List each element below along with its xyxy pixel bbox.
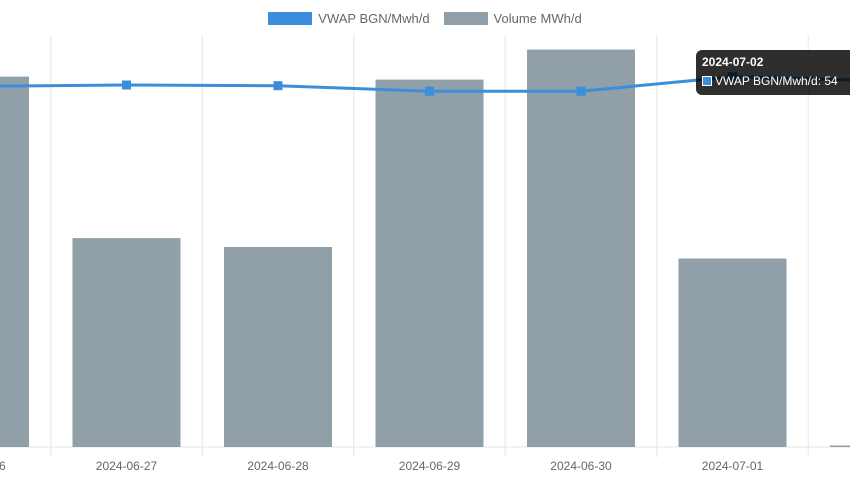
legend-swatch-volume [443, 11, 488, 25]
tooltip-title: 2024-07-02 [702, 55, 764, 69]
x-tick-label: 2024-06-28 [247, 459, 309, 473]
legend-label-vwap: VWAP BGN/Mwh/d [318, 10, 430, 26]
tooltip-swatch [702, 76, 712, 86]
x-tick-label: 2024-06-27 [96, 459, 158, 473]
volume-bar [375, 79, 484, 447]
vwap-point [425, 86, 434, 96]
vwap-point [576, 86, 586, 96]
tooltip-label: VWAP BGN/Mwh/d: 54 [715, 74, 838, 88]
vwap-point [122, 80, 131, 90]
chart-tooltip: 2024-07-02 VWAP BGN/Mwh/d: 54 [696, 50, 850, 95]
x-tick-label: 2024-06-30 [550, 459, 612, 473]
volume-bar [224, 247, 332, 447]
x-tick-label: 2024-07-01 [702, 459, 764, 473]
chart-legend: VWAP BGN/Mwh/d Volume MWh/d [0, 8, 850, 28]
volume-bar [678, 258, 787, 447]
x-tick-label: 2024-06-26 [0, 459, 6, 473]
volume-bar [0, 76, 29, 447]
legend-item-vwap[interactable]: VWAP BGN/Mwh/d [268, 10, 430, 26]
vwap-point [273, 81, 283, 91]
legend-swatch-vwap [268, 11, 313, 25]
legend-item-volume[interactable]: Volume MWh/d [443, 10, 582, 26]
volume-bar [830, 445, 850, 447]
x-tick-label: 2024-06-29 [399, 459, 461, 473]
tooltip-row: VWAP BGN/Mwh/d: 54 [702, 74, 850, 88]
volume-bar [527, 49, 635, 448]
volume-bar [72, 238, 181, 447]
legend-label-volume: Volume MWh/d [493, 10, 582, 26]
